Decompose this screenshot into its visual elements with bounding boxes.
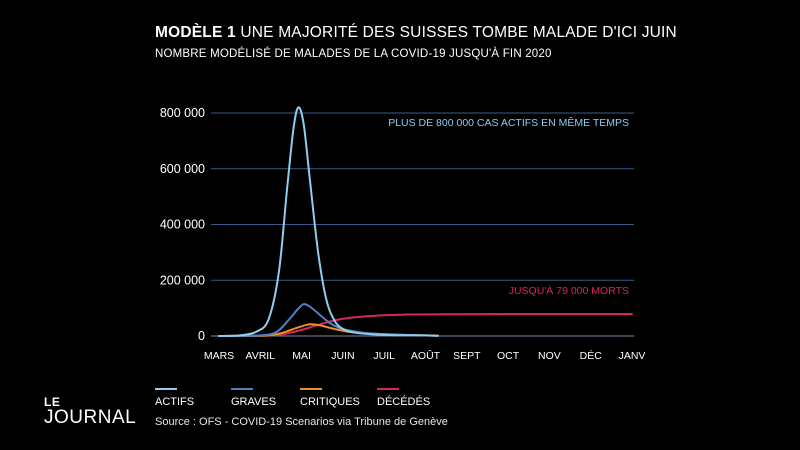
legend-swatch-actifs [155,388,177,390]
x-tick-label: OCT [497,350,520,362]
annotation-deaths: JUSQU'À 79 000 MORTS [509,284,629,297]
chart-title-text: UNE MAJORITÉ DES SUISSES TOMBE MALADE D'… [240,24,677,41]
x-tick-label: JUIL [373,350,395,362]
legend-swatch-critiques [300,388,322,390]
series-line-decedes [218,312,633,337]
y-tick-label: 600 000 [160,162,205,176]
y-tick-label: 400 000 [160,218,205,232]
annotation-peak-actifs: PLUS DE 800 000 CAS ACTIFS EN MÊME TEMPS [388,116,629,129]
y-tick-label: 800 000 [160,106,205,120]
legend-item-actifs: ACTIFS [155,388,194,408]
le-journal-logo: LE JOURNAL [44,396,136,428]
x-tick-label: AOÛT [411,349,441,362]
y-tick-label: 0 [198,329,205,343]
source-note: Source : OFS - COVID-19 Scenarios via Tr… [155,416,448,428]
x-tick-label: MAI [292,350,311,362]
legend-label-actifs: ACTIFS [155,396,195,408]
x-tick-label: MARS [204,350,234,362]
legend-label-graves: GRAVES [231,396,277,408]
series-line-actifs [218,106,439,337]
legend-item-decedes: DÉCÉDÉS [377,388,430,408]
chart-title-model: MODÈLE 1 [155,24,236,41]
x-tick-label: NOV [538,350,561,362]
x-tick-label: DÉC [580,349,603,362]
y-tick-label: 200 000 [160,273,205,287]
legend-label-decedes: DÉCÉDÉS [377,396,431,408]
logo-journal: JOURNAL [44,407,137,428]
logo-le: LE [44,395,61,409]
legend-item-critiques: CRITIQUES [300,388,360,408]
x-tick-label: AVRIL [246,350,276,362]
x-tick-label: JANV [619,350,646,362]
legend-swatch-graves [231,388,253,390]
legend-item-graves: GRAVES [231,388,276,408]
legend-swatch-decedes [377,388,399,390]
x-tick-label: JUIN [331,350,354,362]
chart-subtitle: NOMBRE MODÉLISÉ DE MALADES DE LA COVID-1… [155,48,552,60]
chart-title: MODÈLE 1 UNE MAJORITÉ DES SUISSES TOMBE … [155,24,677,42]
legend-label-critiques: CRITIQUES [300,396,360,408]
x-tick-label: SEPT [453,350,481,362]
chart-legend: ACTIFS GRAVES CRITIQUES DÉCÉDÉS [155,388,485,414]
